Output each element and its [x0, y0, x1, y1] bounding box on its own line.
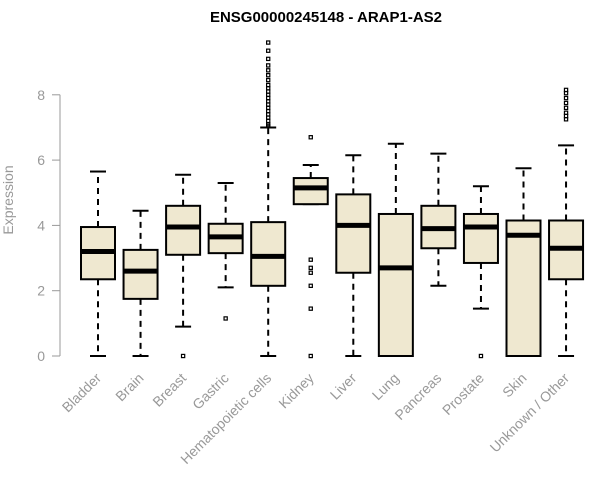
- plot-area: [80, 40, 585, 359]
- chart-title: ENSG00000245148 - ARAP1-AS2: [210, 9, 442, 26]
- x-tick-label-brain: Brain: [112, 370, 146, 404]
- x-tick-label-unknown-other: Unknown / Other: [487, 370, 573, 456]
- x-tick-label-lung: Lung: [369, 370, 402, 403]
- outlier-point: [223, 316, 228, 321]
- outlier-point: [308, 135, 313, 140]
- box-group-skin: [505, 167, 542, 357]
- y-tick-label: 6: [37, 152, 45, 168]
- outlier-point: [308, 265, 313, 271]
- outlier-point: [308, 270, 313, 275]
- y-tick-label: 4: [37, 217, 45, 233]
- box-group-liver: [335, 154, 372, 357]
- outlier-point: [563, 110, 569, 115]
- outlier-point: [308, 306, 313, 311]
- iqr-box: [505, 219, 542, 357]
- y-tick-label: 8: [37, 87, 45, 103]
- x-tick-label-skin: Skin: [499, 370, 530, 401]
- x-tick-label-breast: Breast: [149, 370, 189, 410]
- y-tick-label: 0: [37, 348, 45, 364]
- outlier-point: [180, 353, 186, 359]
- outlier-point: [563, 95, 569, 101]
- box-group-unknown-other: [548, 87, 585, 357]
- iqr-box: [335, 193, 372, 274]
- x-tick-label-liver: Liver: [327, 370, 360, 403]
- iqr-box: [165, 204, 202, 256]
- box-group-lung: [377, 142, 414, 357]
- iqr-box: [292, 177, 329, 206]
- box-group-hematopoietic-cells: [250, 40, 287, 357]
- box-group-breast: [165, 173, 202, 359]
- outlier-point: [266, 56, 271, 62]
- outlier-point: [266, 63, 271, 68]
- outlier-point: [563, 105, 569, 111]
- outlier-point: [563, 100, 569, 106]
- outlier-point: [266, 40, 271, 45]
- outlier-point: [308, 257, 313, 262]
- box-group-kidney: [292, 135, 329, 359]
- outlier-point: [266, 68, 271, 73]
- outlier-point: [478, 353, 484, 359]
- x-tick-label-kidney: Kidney: [275, 370, 317, 412]
- iqr-box: [462, 212, 499, 264]
- outlier-point: [308, 353, 313, 359]
- outlier-point: [308, 283, 313, 289]
- outlier-point: [266, 48, 271, 53]
- iqr-box: [377, 212, 414, 357]
- y-tick-label: 2: [37, 283, 45, 299]
- x-tick-label-prostate: Prostate: [439, 370, 487, 418]
- box-group-pancreas: [420, 152, 457, 287]
- iqr-box: [122, 248, 159, 300]
- outlier-point: [266, 73, 271, 78]
- x-tick-label-bladder: Bladder: [59, 370, 105, 416]
- box-group-bladder: [80, 170, 116, 357]
- outlier-point: [266, 77, 271, 83]
- outlier-point: [563, 87, 569, 93]
- y-axis-label: Expression: [0, 165, 16, 234]
- x-tick-label-pancreas: Pancreas: [391, 370, 444, 423]
- box-group-prostate: [462, 185, 499, 359]
- box-group-brain: [122, 209, 159, 357]
- y-axis: 0 2 4 6 8: [37, 87, 61, 364]
- box-group-gastric: [207, 181, 244, 321]
- outlier-point: [266, 82, 271, 88]
